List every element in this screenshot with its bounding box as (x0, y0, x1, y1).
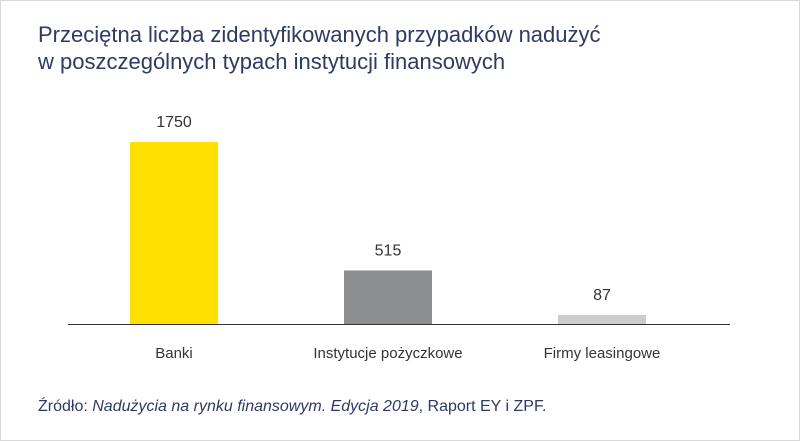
data-label-1: 1750 (156, 114, 192, 131)
source-prefix: Źródło: (38, 398, 93, 415)
source-note: Źródło: Nadużycia na rynku finansowym. E… (38, 398, 546, 416)
category-label-3: Firmy leasingowe (544, 345, 661, 362)
data-label-3: 87 (593, 287, 611, 304)
chart-title-line-1: Przeciętna liczba zidentyfikowanych przy… (38, 22, 601, 47)
bar-2 (344, 270, 432, 324)
source-suffix: , Raport EY i ZPF. (418, 398, 547, 415)
data-label-2: 515 (375, 242, 402, 259)
chart-title-line-2: w poszczególnych typach instytucji finan… (38, 49, 506, 74)
bar-1 (130, 142, 218, 324)
category-label-1: Banki (155, 345, 193, 362)
category-label-2: Instytucje pożyczkowe (313, 345, 462, 362)
bar-3 (558, 314, 646, 324)
source-title: Nadużycia na rynku finansowym. Edycja 20… (92, 398, 419, 415)
chart-title: Przeciętna liczba zidentyfikowanych przy… (38, 21, 758, 75)
